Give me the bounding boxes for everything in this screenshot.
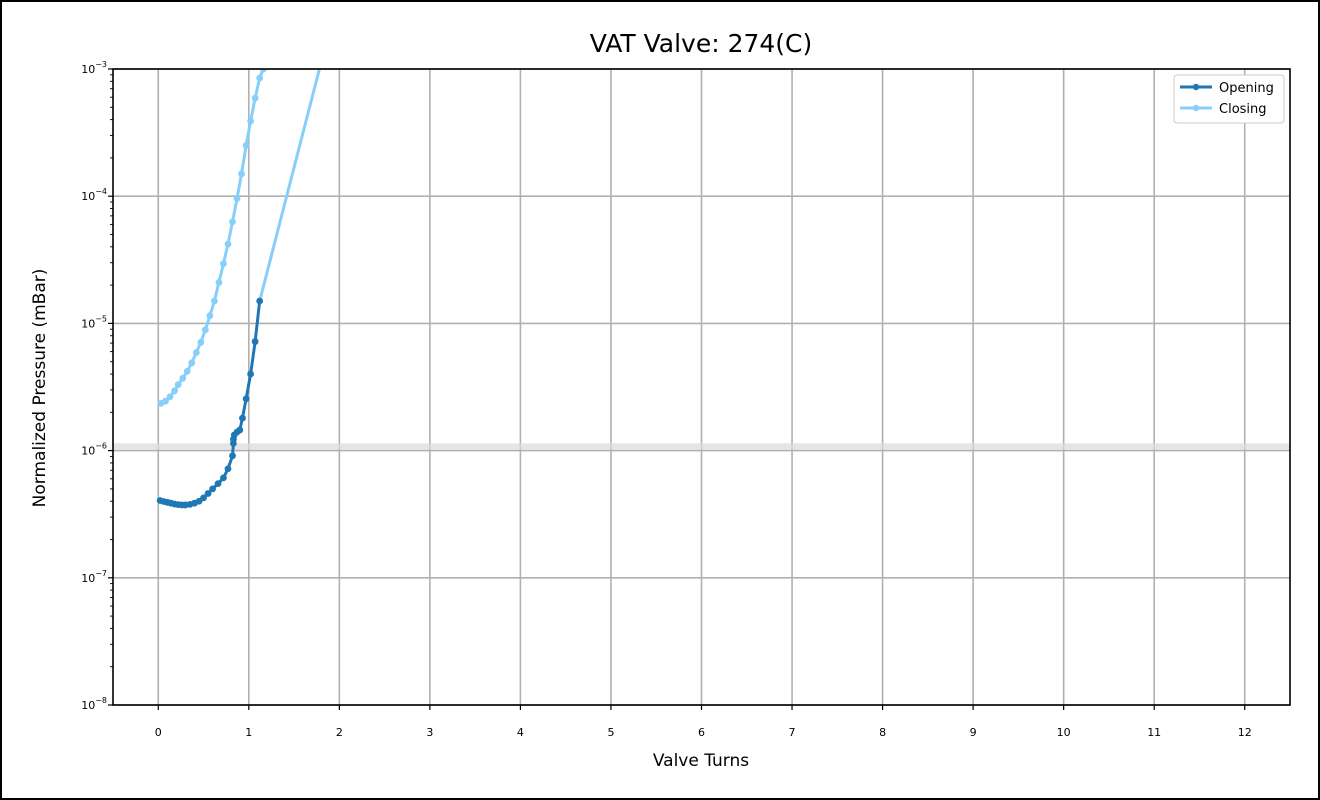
legend-label-opening: Opening	[1219, 81, 1274, 96]
data-point-opening	[256, 297, 264, 305]
x-tick-label: 3	[426, 726, 433, 739]
legend-marker-closing	[1192, 104, 1200, 112]
y-tick-label: 10−8	[81, 696, 107, 712]
data-point-opening	[204, 490, 212, 497]
y-tick-label: 10−3	[81, 60, 107, 76]
data-point-closing	[171, 387, 178, 395]
data-point-closing	[188, 359, 196, 367]
chart-anchor	[0, 0, 1, 1]
y-tick-label: 10−6	[81, 442, 107, 458]
x-tick-label: 0	[155, 726, 162, 739]
series-layer	[156, 69, 321, 509]
reference-band-layer	[113, 443, 1290, 450]
data-point-closing	[206, 312, 214, 320]
y-tick-label: 10−5	[81, 314, 107, 330]
data-point-opening	[242, 395, 250, 403]
data-point-closing	[211, 297, 218, 305]
data-point-opening	[239, 414, 246, 422]
data-point-closing	[242, 142, 250, 149]
legend: Opening Closing	[1173, 74, 1285, 124]
y-tick-label: 10−7	[81, 569, 107, 585]
series-line-closing-extension	[258, 69, 321, 302]
data-point-closing	[197, 338, 205, 346]
data-point-closing	[229, 218, 236, 226]
data-point-closing	[251, 94, 259, 102]
x-tick-label: 1	[245, 726, 252, 739]
y-axis-ticks: 10−8 10−7 10−6 10−5 10−4 10−3	[81, 60, 113, 712]
data-point-closing	[215, 279, 223, 286]
data-point-closing	[174, 381, 182, 389]
x-tick-label: 9	[970, 726, 977, 739]
data-point-closing	[259, 69, 267, 73]
x-tick-label: 2	[336, 726, 343, 739]
chart-title: VAT Valve: 274(C)	[590, 29, 813, 58]
x-axis-label: Valve Turns	[653, 751, 749, 771]
data-point-opening	[209, 485, 216, 493]
x-tick-label: 6	[698, 726, 705, 739]
x-tick-label: 12	[1238, 726, 1252, 739]
data-point-closing	[166, 393, 174, 401]
data-point-opening	[200, 494, 207, 502]
data-point-closing	[247, 117, 255, 125]
data-point-closing	[162, 397, 169, 405]
x-axis-ticks: 0 1 2 3 4 5 6 7 8 9 10 11 12	[155, 705, 1252, 739]
data-point-closing	[201, 326, 209, 334]
data-point-opening	[224, 465, 232, 473]
data-point-closing	[183, 367, 191, 375]
data-point-opening	[236, 426, 244, 434]
data-point-closing	[179, 374, 187, 382]
data-point-closing	[256, 74, 264, 82]
x-tick-label: 5	[607, 726, 614, 739]
data-point-closing	[220, 260, 227, 268]
legend-label-closing: Closing	[1219, 102, 1267, 117]
x-tick-label: 11	[1147, 726, 1161, 739]
legend-marker-opening	[1192, 83, 1200, 91]
data-point-opening	[229, 452, 236, 460]
data-point-opening	[220, 474, 227, 482]
x-tick-label: 10	[1057, 726, 1071, 739]
data-point-closing	[224, 240, 232, 248]
data-point-closing	[238, 170, 245, 178]
y-tick-label: 10−4	[81, 187, 107, 203]
data-point-opening	[247, 370, 255, 378]
x-tick-label: 4	[517, 726, 524, 739]
x-tick-label: 7	[789, 726, 796, 739]
y-axis-label: Normalized Pressure (mBar)	[30, 269, 50, 508]
grid-layer	[113, 68, 1290, 706]
x-tick-label: 8	[879, 726, 886, 739]
reference-band	[113, 443, 1290, 450]
series-line-opening	[159, 300, 262, 507]
data-point-closing	[192, 349, 200, 356]
data-point-opening	[214, 480, 222, 488]
data-point-closing	[233, 195, 241, 202]
data-point-opening	[251, 338, 259, 345]
